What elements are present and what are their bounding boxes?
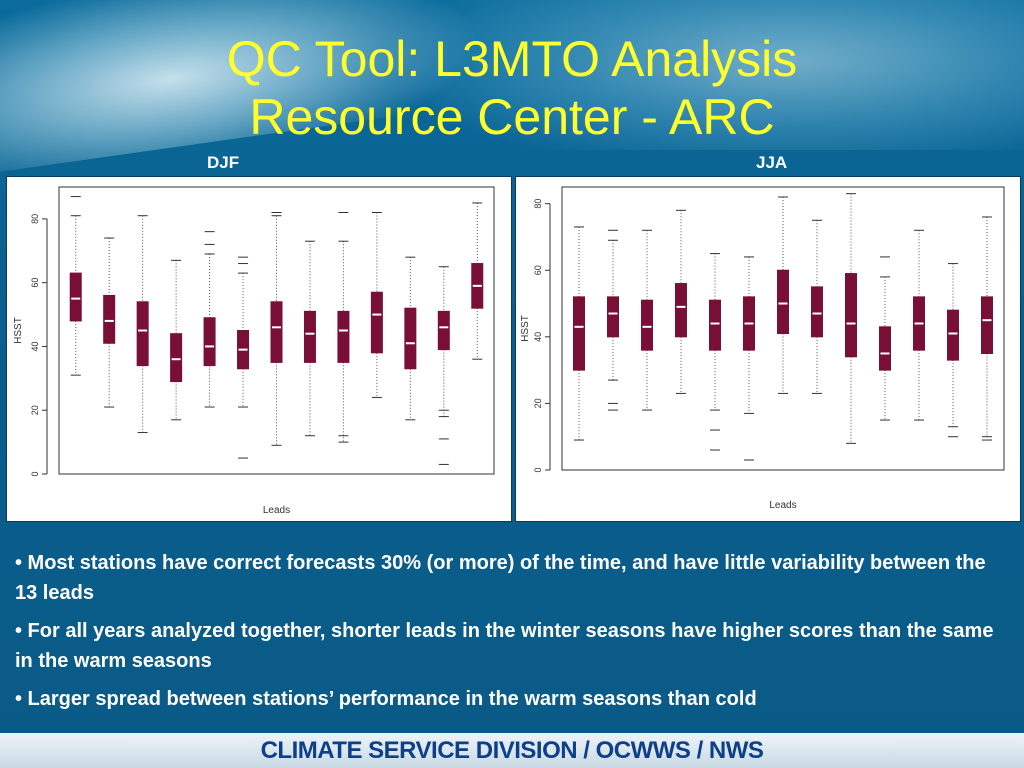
- box-iqr: [641, 299, 653, 351]
- y-tick-label: 60: [30, 278, 40, 288]
- x-axis-label: Leads: [769, 500, 796, 511]
- box-iqr: [437, 310, 450, 351]
- y-tick-label: 40: [30, 341, 40, 351]
- y-tick-label: 80: [30, 214, 40, 224]
- box-iqr: [573, 296, 585, 371]
- box-iqr: [947, 309, 959, 361]
- slide-title: QC Tool: L3MTO Analysis Resource Center …: [0, 30, 1024, 146]
- box-iqr: [337, 310, 350, 363]
- box-iqr: [103, 294, 116, 344]
- jja-chart-panel: 0 20 40 60 80 Leads HSST: [515, 176, 1021, 522]
- box-iqr: [404, 307, 417, 370]
- y-tick-label: 20: [30, 405, 40, 415]
- y-axis-label: HSST: [13, 317, 24, 344]
- y-tick-label: 0: [30, 471, 40, 476]
- djf-chart-panel: 0 20 40 60 80 Leads HSST: [6, 176, 512, 522]
- box-iqr: [845, 273, 857, 358]
- box-iqr: [879, 326, 891, 371]
- box-iqr: [607, 296, 619, 338]
- footer-bar: [0, 733, 1024, 768]
- bullet-list: • Most stations have correct forecasts 3…: [15, 548, 1010, 722]
- box-iqr: [709, 299, 721, 351]
- plot-frame: [561, 186, 1005, 471]
- x-axis-label: Leads: [263, 505, 290, 516]
- plot-frame: [58, 186, 495, 475]
- y-axis-label: HSST: [520, 315, 531, 342]
- box-iqr: [170, 333, 183, 383]
- djf-boxplot: 0 20 40 60 80 Leads HSST: [13, 186, 495, 516]
- y-tick-label: 40: [533, 332, 543, 342]
- box-iqr: [777, 269, 789, 334]
- box-iqr: [136, 301, 149, 367]
- bullet-3: • Larger spread between stations’ perfor…: [15, 688, 757, 710]
- footer-text: CLIMATE SERVICE DIVISION / OCWWS / NWS: [260, 737, 764, 764]
- y-tick-label: 80: [533, 199, 543, 209]
- box-iqr: [69, 272, 82, 322]
- box-iqr: [303, 310, 316, 363]
- jja-boxplot: 0 20 40 60 80 Leads HSST: [520, 186, 1005, 511]
- y-tick-label: 60: [533, 265, 543, 275]
- djf-label: DJF: [207, 153, 240, 172]
- bullet-2: • For all years analyzed together, short…: [15, 620, 994, 672]
- box-iqr: [675, 283, 687, 338]
- y-tick-label: 20: [533, 398, 543, 408]
- jja-label: JJA: [756, 153, 788, 172]
- wave-decoration-right: [380, 0, 1024, 150]
- y-tick-label: 0: [533, 467, 543, 472]
- box-iqr: [370, 291, 383, 354]
- box-iqr: [811, 286, 823, 338]
- box-iqr: [270, 301, 283, 363]
- title-line-2: Resource Center - ARC: [249, 89, 775, 145]
- box-iqr: [981, 296, 993, 354]
- box-iqr: [203, 317, 216, 367]
- title-line-1: QC Tool: L3MTO Analysis: [226, 31, 798, 87]
- bullet-1: • Most stations have correct forecasts 3…: [15, 552, 986, 604]
